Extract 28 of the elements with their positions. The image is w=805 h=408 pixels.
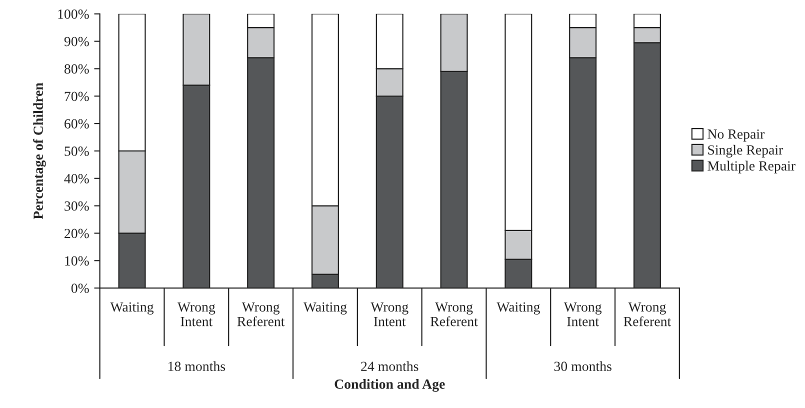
x-tick-label: Wrong Referent [237,302,285,326]
x-tick-label: Wrong Intent [370,302,408,326]
x-axis-title: Condition and Age [334,379,445,392]
x-tick-label: Waiting [110,302,154,315]
y-tick-label: 80% [64,64,89,74]
text: 18 months [168,361,226,372]
y-tick-label: 60% [64,119,89,129]
y-tick-label: 70% [64,92,89,102]
legend-label: No Repair [708,129,765,142]
text: 30 months [554,361,612,372]
y-axis-title: Percentage of Children [33,82,46,220]
legend-label: Multiple Repair [708,160,796,174]
x-tick-label: Waiting [303,302,347,315]
legend-label: Single Repair [708,144,784,158]
y-tick-label: 90% [64,36,89,46]
y-tick-label: 40% [64,174,89,184]
x-tick-label: Wrong Intent [177,302,216,326]
text: 24 months [361,361,418,372]
x-tick-label: Waiting [496,302,540,315]
y-tick-label: 30% [64,201,89,211]
x-tick-label: Wrong Intent [564,302,602,326]
y-tick-label: 20% [64,228,89,238]
y-tick-label: 50% [64,146,89,156]
x-tick-label: Wrong Referent [624,302,672,326]
y-tick-label: 0% [71,284,89,294]
y-tick-label: 10% [65,256,89,266]
x-tick-label: Wrong Referent [430,302,478,326]
y-tick-label: 100% [58,9,89,19]
